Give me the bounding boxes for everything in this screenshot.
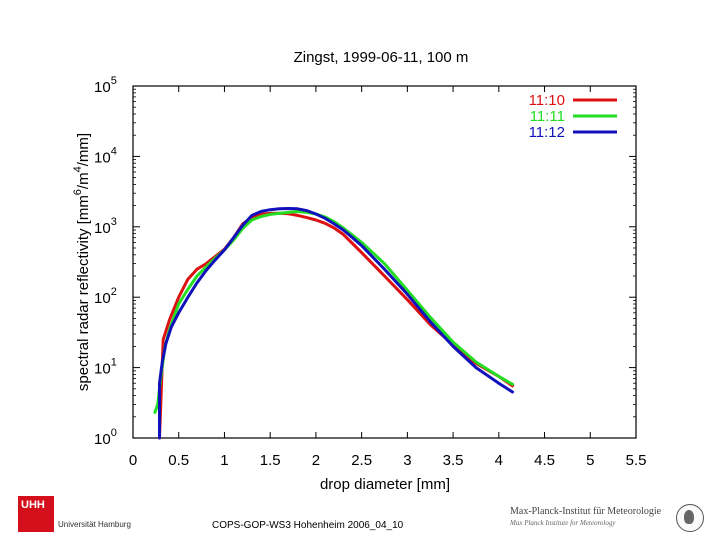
institute-seal-icon — [676, 504, 704, 532]
footer-caption: COPS-GOP-WS3 Hohenheim 2006_04_10 — [212, 520, 404, 531]
x-axis: 0 0.5 1 1.5 2 2.5 3 3.5 4 4.5 5 5.5 — [129, 86, 647, 469]
uhh-logo-text: UHH — [21, 499, 45, 511]
x-tick-label: 3.5 — [443, 452, 464, 469]
institute-name: Max-Planck-Institut für Meteorologie — [510, 506, 662, 517]
y-label-part-1: spectral radar reflectivity [mm — [75, 195, 92, 391]
x-tick-label: 1 — [220, 452, 228, 469]
x-tick-label: 5.5 — [626, 452, 647, 469]
series-line-1 — [158, 211, 514, 440]
uhh-mark: UHH — [18, 496, 54, 532]
x-tick-label: 3 — [403, 452, 411, 469]
institute-subtitle: Max Planck Institute for Meteorology — [510, 519, 616, 527]
chart-title: Zingst, 1999-06-11, 100 m — [294, 49, 469, 66]
x-axis-label: drop diameter [mm] — [320, 476, 450, 493]
x-tick-label: 1.5 — [260, 452, 281, 469]
y-axis-label: spectral radar reflectivity [mm6/m4/mm] — [72, 133, 92, 391]
x-tick-label: 0.5 — [168, 452, 189, 469]
series-group — [153, 207, 514, 440]
legend-label-3: 11:12 — [529, 124, 565, 141]
x-tick-label: 2 — [312, 452, 320, 469]
y-tick-label: 102 — [94, 286, 117, 307]
y-tick-label: 104 — [94, 145, 117, 166]
university-logo: UHH Universität Hamburg — [18, 496, 148, 536]
y-label-exp-1: 6 — [72, 189, 84, 195]
institute-logo: Max-Planck-Institut für Meteorologie Max… — [510, 504, 710, 538]
x-tick-label: 4 — [495, 452, 503, 469]
y-tick-label: 105 — [94, 75, 117, 96]
x-tick-label: 4.5 — [534, 452, 555, 469]
y-axis: 100 101 102 103 104 105 — [94, 75, 636, 448]
x-tick-label: 5 — [586, 452, 594, 469]
y-label-part-3: /mm] — [75, 133, 92, 166]
y-label-exp-2: 4 — [72, 166, 84, 172]
reflectivity-chart: Zingst, 1999-06-11, 100 m 0 0.5 1 1.5 2 2.5 3 3… — [72, 49, 647, 493]
series-line-3 — [158, 207, 514, 440]
y-label-part-2: /m — [75, 172, 92, 189]
university-name: Universität Hamburg — [58, 520, 131, 529]
y-tick-label: 101 — [94, 357, 117, 378]
x-tick-label: 0 — [129, 452, 137, 469]
y-tick-label: 103 — [94, 216, 117, 237]
series-line-2 — [153, 210, 514, 414]
legend-label-2: 11:11 — [530, 108, 565, 125]
y-tick-label: 100 — [94, 427, 117, 448]
plot-frame — [132, 85, 637, 439]
x-tick-label: 2.5 — [351, 452, 372, 469]
legend-label-1: 11:10 — [529, 92, 565, 109]
